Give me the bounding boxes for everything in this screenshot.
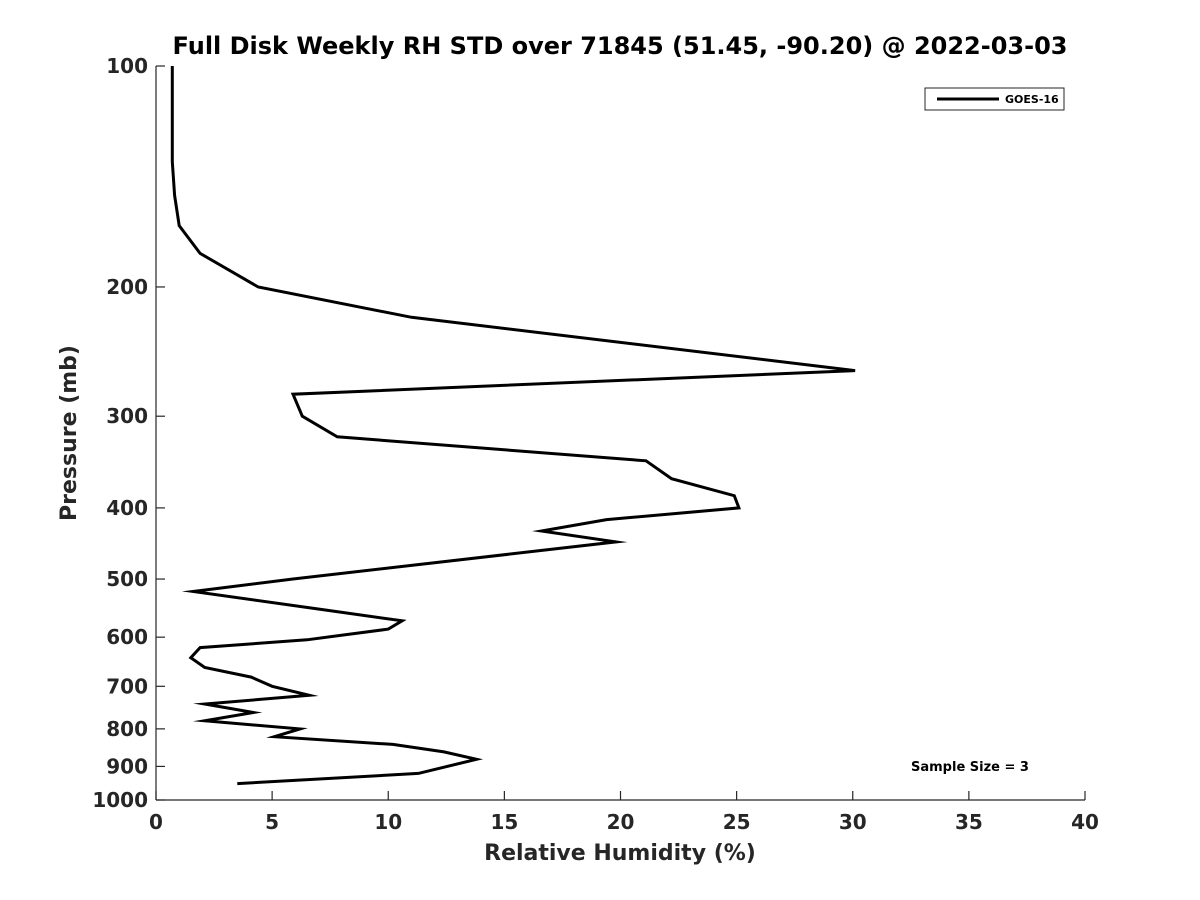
- y-tick-label: 1000: [92, 788, 148, 812]
- x-tick-label: 20: [607, 810, 635, 834]
- x-ticks: 0 5 10 15 20 25 30 35 40: [149, 791, 1099, 834]
- x-tick-label: 35: [955, 810, 983, 834]
- y-tick-label: 400: [106, 496, 148, 520]
- x-tick-label: 5: [265, 810, 279, 834]
- y-tick-label: 100: [106, 54, 148, 78]
- series-line-goes-16: [170, 66, 856, 786]
- x-tick-label: 0: [149, 810, 163, 834]
- x-tick-label: 25: [723, 810, 751, 834]
- y-ticks: 100 200 300 400 500 600 700 800 900 1000: [92, 54, 165, 812]
- chart-title: Full Disk Weekly RH STD over 71845 (51.4…: [173, 32, 1068, 60]
- sample-size-annotation: Sample Size = 3: [911, 760, 1029, 775]
- y-tick-label: 300: [106, 404, 148, 428]
- y-axis-label: Pressure (mb): [57, 345, 82, 521]
- legend: GOES-16: [924, 87, 1065, 111]
- legend-label-goes-16: GOES-16: [1005, 93, 1059, 106]
- y-tick-label: 500: [106, 567, 148, 591]
- x-tick-label: 40: [1071, 810, 1099, 834]
- y-tick-label: 600: [106, 625, 148, 649]
- x-tick-label: 15: [490, 810, 518, 834]
- y-tick-label: 900: [106, 754, 148, 778]
- x-tick-label: 30: [839, 810, 867, 834]
- y-tick-label: 800: [106, 717, 148, 741]
- plot-area: [170, 66, 856, 786]
- x-tick-label: 10: [374, 810, 402, 834]
- y-tick-label: 200: [106, 275, 148, 299]
- y-tick-label: 700: [106, 674, 148, 698]
- x-axis-label: Relative Humidity (%): [484, 841, 756, 866]
